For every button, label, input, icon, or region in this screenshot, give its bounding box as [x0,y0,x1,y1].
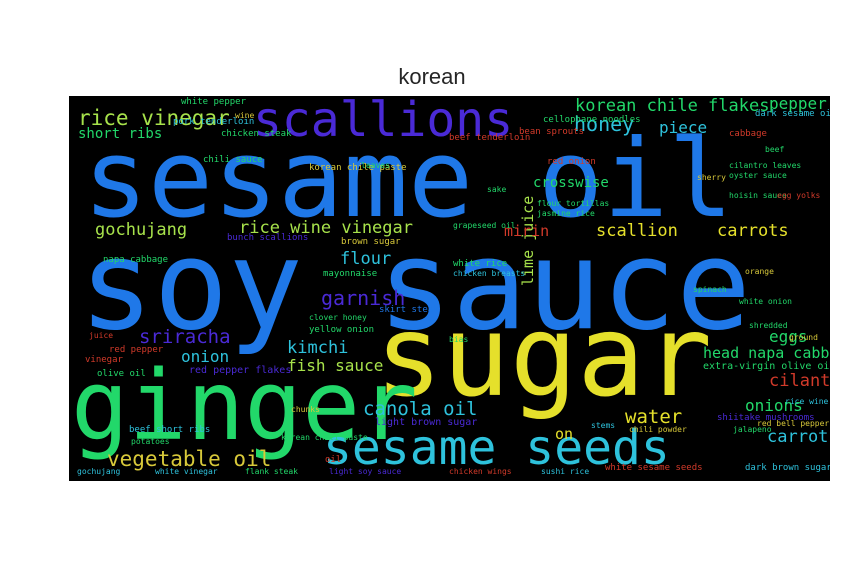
word-pepper: pepper [769,96,827,113]
word-carrot: carrot [767,427,829,447]
word-scallions: scallions [253,96,514,148]
word-rice-wine-vinegar: rice wine vinegar [239,218,413,238]
word-cabbage: cabbage [729,129,767,139]
word-white-onion: white onion [739,297,792,306]
word-bias: bias [449,335,469,344]
word-mayonnaise: mayonnaise [323,269,378,279]
word-bean-sprouts: bean sprouts [519,127,585,137]
word-canola-oil: canola oil [363,398,478,420]
word-beef: beef [765,145,785,154]
word-oyster-sauce: oyster sauce [729,171,787,180]
word-white-rice: white rice [453,259,508,269]
word-ginger: ginger [71,350,418,462]
word-pork-tenderloin: pork tenderloin [173,117,255,127]
word-flour-tortillas: flour tortillas [537,199,610,208]
word-napa-cabbage: napa cabbage [103,255,169,265]
word-leaves: leaves [361,161,390,170]
word-flank-steak: flank steak [245,467,298,476]
word-onion: onion [181,347,230,366]
word-sushi-rice: sushi rice [541,467,590,476]
word-oil: oil [325,455,342,465]
word-red-bell-pepper: red bell pepper [757,419,830,428]
word-red-onion: red onion [547,157,596,167]
word-carrots: carrots [717,221,789,241]
word-korean-chili-paste: korean chili paste [281,433,368,442]
word-soy-sauce: soy sauce [79,214,751,358]
word-short-ribs: short ribs [78,126,163,142]
word-clover-honey: clover honey [309,313,367,322]
word-chili-powder: chili powder [629,425,687,434]
word-rice-wine: rice wine [785,397,829,406]
word-mirin: mirin [504,222,550,240]
word-shredded: shredded [749,321,788,330]
word-gochujang-small: gochujang [77,467,121,476]
chart-title: korean [398,64,466,89]
word-cilantro: cilantro [769,371,830,391]
word-chicken-breasts: chicken breasts [453,269,526,278]
word-jasmine-rice: jasmine rice [537,209,595,218]
word-red-pepper-flakes: red pepper flakes [189,365,292,376]
word-beef-tenderloin: beef tenderloin [449,133,531,143]
word-piece: piece [659,118,708,137]
word-red-pepper: red pepper [109,345,164,355]
word-egg-yolks: egg yolks [777,191,821,200]
word-skirt-steak: skirt steak [379,305,439,315]
word-scallion: scallion [596,221,678,241]
word-sherry: sherry [697,173,726,182]
word-extra-virgin-olive-oil: extra-virgin olive oil [703,361,830,372]
word-yellow-onion: yellow onion [309,325,375,335]
word-sesame-seeds: sesame seeds [323,420,670,476]
word-sake: sake [487,185,507,194]
word-chicken-steak: chicken steak [221,129,292,139]
word-onions: onions [745,396,803,415]
word-sesame-oil: sesame oil [83,117,734,242]
word-bunch-scallions: bunch scallions [227,233,309,243]
word-flour: flour [340,249,392,269]
word-cilantro-leaves: cilantro leaves [729,161,802,170]
word-spinach: spinach [693,285,727,294]
word-korean-chile-flakes: korean chile flakes [575,96,770,116]
word-jalapeno: jalapeno [733,425,772,434]
word-korean-chile-paste: korean chile paste [309,163,407,173]
word-shiitake-mushrooms: shiitake mushrooms [717,413,815,423]
word-light-soy-sauce: light soy sauce [329,467,402,476]
word-vegetable-oil: vegetable oil [107,447,272,471]
word-beef-short-ribs: beef short ribs [129,425,211,435]
word-cellophane-noodles: cellophane noodles [543,115,641,125]
word-rice-vinegar: rice vinegar [78,106,230,130]
word-sugar: sugar [375,292,713,422]
word-stems: stems [591,421,616,430]
word-light-brown-sugar: light brown sugar [375,417,478,428]
word-chunks: chunks [291,405,320,414]
word-garnish: garnish [321,286,406,310]
word-eggs: eggs [769,327,808,346]
word-crosswise: crosswise [533,175,609,191]
word-wine: wine [235,111,255,120]
word-olive-oil: olive oil [97,369,146,379]
word-potatoes: potatoes [131,437,170,446]
word-fish-sauce: fish sauce [287,356,384,375]
word-kimchi: kimchi [287,338,349,358]
word-vinegar: vinegar [85,355,123,365]
word-head-napa-cabbage: head napa cabbage [703,344,830,362]
word-white-vinegar: white vinegar [155,467,218,476]
word-brown-sugar: brown sugar [341,237,401,247]
word-cloud: sesame oil soy sauce sugar ginger scalli… [69,96,830,481]
word-chicken-wings: chicken wings [449,467,512,476]
word-white-pepper: white pepper [181,97,247,107]
word-dark-sesame-oil: dark sesame oil [755,109,830,119]
word-chili-sauce: chili sauce [203,155,263,165]
word-on: on [555,425,574,443]
word-white-sesame-seeds: white sesame seeds [605,463,703,473]
word-honey: honey [574,112,635,136]
word-dark-brown-sugar: dark brown sugar [745,463,830,473]
word-water: water [625,406,683,428]
word-juice: juice [89,331,114,340]
word-ground: ground [789,333,818,342]
word-hoisin-sauce: hoisin sauce [729,191,787,200]
word-sriracha: sriracha [139,326,231,348]
word-gochujang: gochujang [95,220,188,240]
word-grapeseed-oil: grapeseed oil [453,221,516,230]
word-orange: orange [745,267,774,276]
